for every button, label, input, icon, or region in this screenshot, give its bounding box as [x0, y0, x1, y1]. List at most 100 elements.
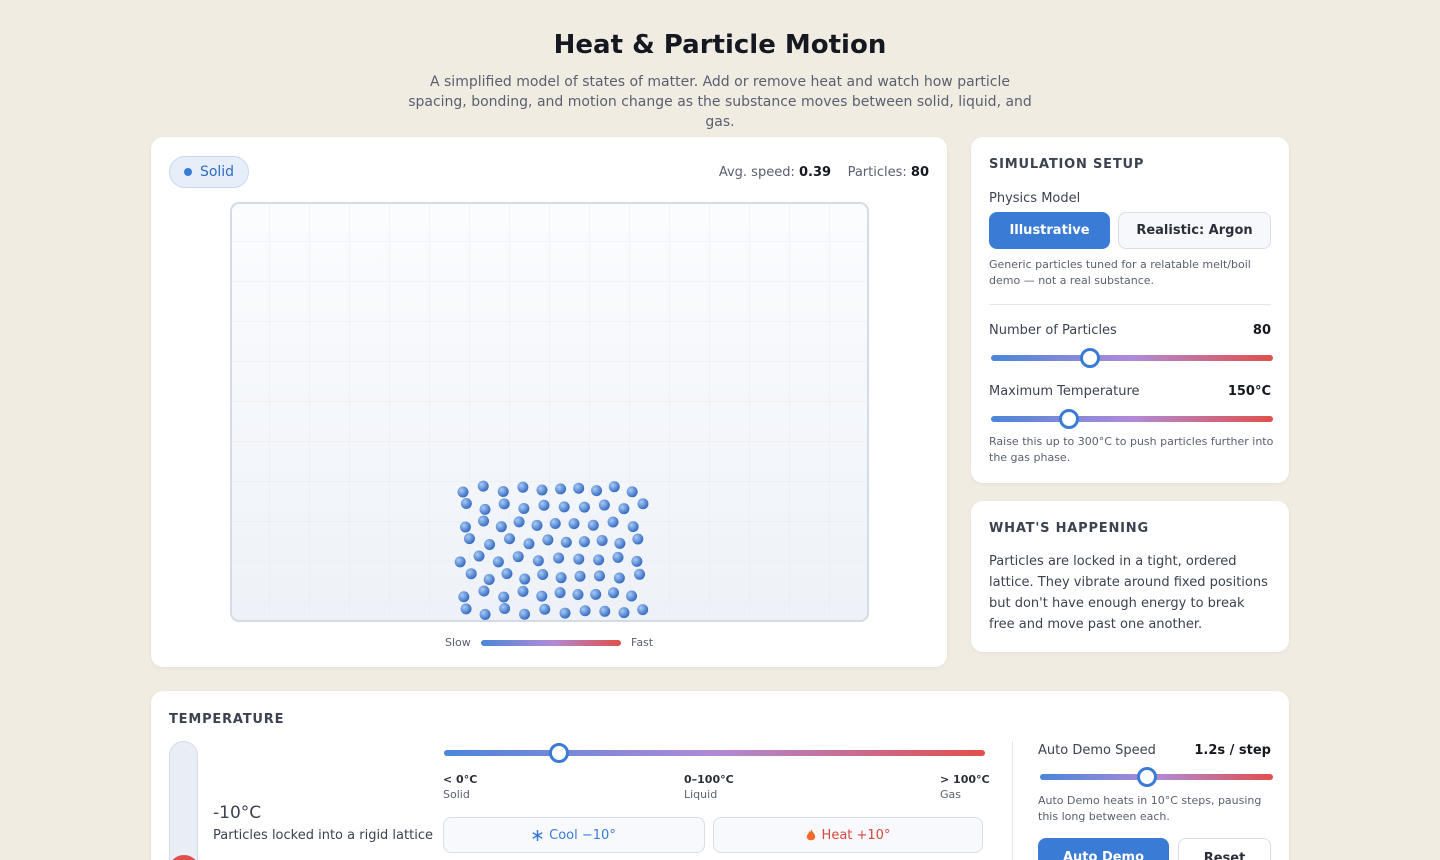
particle: [632, 533, 644, 545]
particle: [542, 534, 554, 546]
particle: [587, 519, 599, 531]
particle: [568, 518, 580, 530]
particle: [596, 534, 608, 546]
particle: [614, 537, 626, 549]
particle: [612, 551, 624, 563]
label: Cool −10°: [549, 827, 616, 843]
happening-card: WHAT'S HAPPENING Particles are locked in…: [971, 501, 1289, 652]
thermometer: [169, 741, 198, 860]
reading: -10°C: [213, 803, 262, 823]
model-button[interactable]: Illustrative: [989, 212, 1110, 249]
particle: [498, 498, 510, 510]
particle: [537, 569, 549, 581]
particle: [518, 502, 530, 514]
particle: [593, 554, 605, 566]
particle: [607, 516, 619, 528]
particle: [478, 515, 490, 527]
note: Raise this up to 300°C to push particles…: [989, 435, 1274, 464]
value: 150°C: [1227, 384, 1271, 399]
particle: [613, 572, 625, 584]
particle: [599, 605, 611, 617]
slider[interactable]: [444, 743, 985, 763]
title: Heat & Particle Motion: [553, 30, 887, 60]
scale-label: 0–100°C Liquid: [684, 772, 734, 802]
particle: [593, 570, 605, 582]
particle: [459, 521, 471, 533]
heat-button[interactable]: Heat +10°: [713, 817, 983, 853]
particle: [539, 603, 551, 615]
state: Solid: [199, 164, 235, 180]
particle: [608, 481, 620, 493]
particle: [517, 481, 529, 493]
reset-button[interactable]: Reset: [1178, 838, 1271, 860]
thermometer-bulb: [168, 855, 200, 860]
particle: [501, 568, 513, 580]
label: Heat +10°: [821, 827, 891, 843]
sim-card: Solid Avg. speed: 0.39 Particles: 80 Slo…: [151, 137, 947, 667]
flame-icon: [806, 828, 815, 840]
label: Number of Particles: [989, 323, 1117, 338]
particle: [591, 485, 603, 497]
particle: [538, 499, 550, 511]
particle: [478, 585, 490, 597]
particle: [460, 603, 472, 615]
scale-label: < 0°C Solid: [443, 772, 477, 802]
slider[interactable]: [991, 348, 1273, 368]
stats: Avg. speed: 0.39 Particles: 80: [719, 165, 929, 180]
particle: [473, 550, 485, 562]
scale-label: > 100°C Gas: [940, 772, 990, 802]
particle: [499, 603, 511, 615]
particle: [484, 538, 496, 550]
stat-value: 0.39: [798, 165, 832, 180]
particle: [574, 570, 586, 582]
note: Auto Demo heats in 10°C steps, pausing t…: [1038, 794, 1262, 823]
auto-demo-button[interactable]: Auto Demo: [1038, 838, 1169, 860]
particle: [523, 538, 535, 550]
slider[interactable]: [1040, 767, 1273, 787]
value: 80: [1252, 323, 1271, 338]
divider: [1012, 741, 1013, 860]
particle: [465, 568, 477, 580]
model-button[interactable]: Realistic: Argon: [1118, 212, 1271, 249]
state: Gas: [940, 788, 961, 801]
particle: [626, 590, 638, 602]
stat-label: Avg. speed:: [718, 165, 795, 180]
particle: [531, 519, 543, 531]
particle: [572, 589, 584, 601]
particle: [536, 590, 548, 602]
speed-legend: [481, 640, 621, 646]
particle-box: [230, 202, 869, 622]
value: 1.2s / step: [1194, 743, 1271, 758]
range: < 0°C: [443, 773, 478, 786]
particle: [558, 501, 570, 513]
particle: [479, 503, 491, 515]
cool-button[interactable]: Cool −10°: [443, 817, 705, 853]
note: Generic particles tuned for a relatable …: [989, 258, 1251, 287]
particle: [578, 536, 590, 548]
particle: [458, 591, 470, 603]
label: Maximum Temperature: [989, 384, 1140, 399]
stat-value: 80: [910, 165, 929, 180]
particle: [497, 485, 509, 497]
particle: [517, 585, 529, 597]
particle: [555, 483, 567, 495]
particle: [627, 521, 639, 533]
state: Liquid: [684, 788, 718, 801]
temperature-card: TEMPERATURE -10°C Particles locked into …: [151, 691, 1289, 860]
stat-label: Particles:: [847, 165, 907, 180]
slider[interactable]: [991, 409, 1273, 429]
description: Particles are locked in a tight, ordered…: [989, 554, 1268, 632]
particle: [483, 573, 495, 585]
particle: [519, 608, 531, 620]
particle: [573, 482, 585, 494]
state-badge: Solid: [169, 156, 249, 188]
particle: [463, 533, 475, 545]
particle: [578, 501, 590, 513]
particle: [634, 568, 646, 580]
divider: [989, 304, 1271, 305]
label: Physics Model: [989, 191, 1081, 206]
particle: [626, 486, 638, 498]
legend-slow: Slow: [445, 636, 471, 649]
particle: [492, 556, 504, 568]
